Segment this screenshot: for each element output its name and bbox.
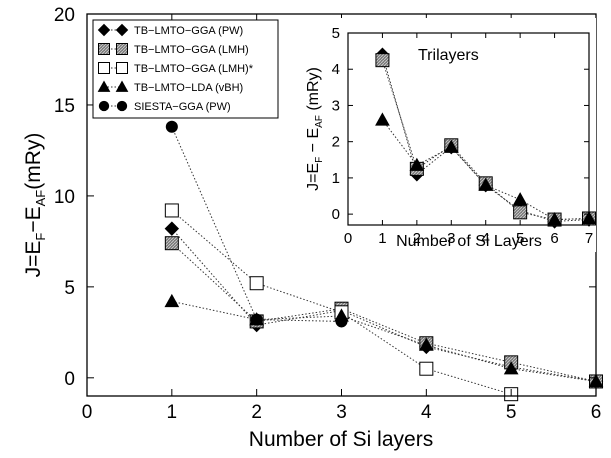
legend-label: TB−LMTO−LDA (vBH) bbox=[134, 82, 243, 94]
main-x-tick-label: 4 bbox=[421, 402, 432, 423]
main-series-3-point bbox=[164, 293, 180, 308]
inset-y-tick-label: 5 bbox=[332, 25, 340, 42]
legend-label: TB−LMTO−GGA (LMH) bbox=[134, 44, 249, 56]
main-series-3-line bbox=[171, 300, 597, 382]
main-series-4-point bbox=[335, 315, 348, 328]
inset-title: Trilayers bbox=[418, 47, 479, 64]
main-x-axis-label: Number of Si layers bbox=[249, 428, 433, 451]
legend-marker bbox=[98, 100, 110, 112]
inset-x-tick-label: 4 bbox=[482, 230, 490, 247]
main-series-1-line bbox=[171, 242, 597, 382]
main-series-0-point bbox=[164, 221, 180, 236]
inset-series-2-point bbox=[443, 139, 459, 153]
inset-plot-frame bbox=[347, 32, 590, 226]
main-x-tick-label: 2 bbox=[251, 402, 262, 423]
legend-marker bbox=[97, 80, 111, 92]
main-series-2-point bbox=[164, 203, 179, 218]
main-series-1-point bbox=[164, 236, 179, 251]
inset-series-2-point bbox=[375, 112, 390, 126]
inset-series-1-point bbox=[513, 205, 528, 220]
inset-y-axis-label: J=EF − EAF (mRy) bbox=[305, 67, 325, 191]
main-y-tick-label: 20 bbox=[54, 5, 75, 26]
main-x-tick-label: 3 bbox=[336, 402, 347, 423]
inset-x-tick-label: 3 bbox=[447, 230, 455, 247]
inset-x-tick-label: 2 bbox=[413, 230, 421, 247]
legend-marker bbox=[116, 62, 128, 74]
legend-marker bbox=[116, 43, 128, 55]
inset-axis-ticks: 0 1 2 3 4 5 6 7 0 1 2 3 4 5 bbox=[332, 25, 594, 247]
inset-series-1-point bbox=[375, 53, 390, 68]
main-series-2-point bbox=[249, 276, 264, 291]
inset-y-tick-label: 1 bbox=[332, 170, 340, 187]
inset-y-tick-label: 2 bbox=[332, 134, 340, 151]
inset-x-tick-label: 6 bbox=[550, 230, 558, 247]
inset-y-tick-label: 4 bbox=[332, 61, 340, 78]
inset-x-tick-label: 0 bbox=[344, 230, 352, 247]
legend-marker bbox=[115, 80, 129, 92]
inset-y-tick-label: 0 bbox=[332, 206, 340, 223]
main-series-4-point bbox=[165, 120, 178, 133]
legend-label: TB−LMTO−GGA (PW) bbox=[134, 25, 243, 37]
inset-x-tick-label: 5 bbox=[516, 230, 524, 247]
inset-x-axis-label: Number of Si Layers bbox=[396, 233, 542, 250]
inset-x-tick-label: 7 bbox=[585, 230, 593, 247]
main-series-3-point bbox=[503, 361, 519, 375]
legend-marker bbox=[116, 100, 128, 112]
main-series-2-point bbox=[419, 361, 434, 376]
main-y-tick-label: 0 bbox=[64, 369, 75, 390]
inset-y-tick-label: 3 bbox=[332, 97, 340, 114]
main-x-tick-label: 6 bbox=[591, 402, 602, 423]
inset-series-2-point bbox=[478, 177, 494, 191]
legend-label: TB−LMTO−GGA (LMH)* bbox=[134, 63, 254, 75]
legend-marker bbox=[98, 62, 110, 74]
legend-items: TB−LMTO−GGA (PW) TB−LMTO−GGA (LMH) TB−LMTO… bbox=[97, 23, 254, 113]
main-series-4-point bbox=[250, 313, 263, 326]
main-y-tick-label: 10 bbox=[54, 187, 75, 208]
inset-series-2-point bbox=[512, 192, 528, 206]
main-series-2-line bbox=[171, 210, 512, 395]
legend-marker bbox=[115, 23, 129, 37]
legend: TB−LMTO−GGA (PW) TB−LMTO−GGA (LMH) TB−LMTO… bbox=[92, 19, 279, 119]
main-y-axis-label: J=EF−EAF(mRy) bbox=[22, 133, 48, 278]
main-y-tick-label: 15 bbox=[54, 96, 75, 117]
main-x-tick-label: 1 bbox=[167, 402, 178, 423]
main-x-tick-label: 0 bbox=[82, 402, 93, 423]
inset-series-2-point bbox=[409, 157, 425, 171]
legend-marker bbox=[98, 43, 110, 55]
legend-marker bbox=[97, 23, 111, 37]
inset-plot: 0 1 2 3 4 5 6 7 0 1 2 3 4 5 Trilayers Number of Si La… bbox=[305, 18, 597, 252]
legend-label: SIESTA−GGA (PW) bbox=[134, 101, 231, 113]
main-x-tick-label: 5 bbox=[506, 402, 517, 423]
main-y-tick-label: 5 bbox=[64, 278, 75, 299]
main-series-3-point bbox=[418, 337, 434, 351]
inset-x-tick-label: 1 bbox=[378, 230, 386, 247]
